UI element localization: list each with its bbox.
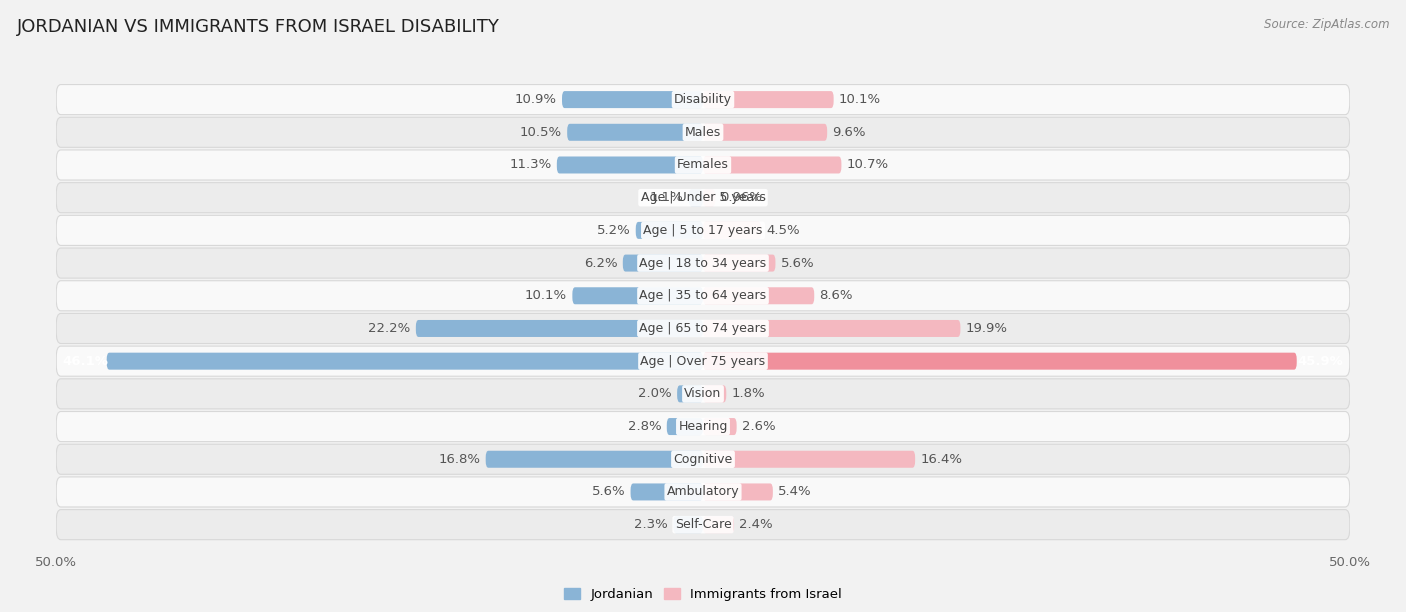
Text: Disability: Disability [673, 93, 733, 106]
FancyBboxPatch shape [673, 516, 703, 533]
FancyBboxPatch shape [416, 320, 703, 337]
FancyBboxPatch shape [666, 418, 703, 435]
Text: 10.9%: 10.9% [515, 93, 557, 106]
Text: Males: Males [685, 126, 721, 139]
FancyBboxPatch shape [567, 124, 703, 141]
Text: Cognitive: Cognitive [673, 453, 733, 466]
FancyBboxPatch shape [485, 451, 703, 468]
Text: 16.4%: 16.4% [921, 453, 962, 466]
Text: Hearing: Hearing [678, 420, 728, 433]
Text: 22.2%: 22.2% [368, 322, 411, 335]
FancyBboxPatch shape [56, 182, 1350, 213]
Text: 10.7%: 10.7% [846, 159, 889, 171]
FancyBboxPatch shape [703, 386, 727, 402]
FancyBboxPatch shape [56, 346, 1350, 376]
Text: Age | 35 to 64 years: Age | 35 to 64 years [640, 289, 766, 302]
FancyBboxPatch shape [56, 215, 1350, 245]
Text: 9.6%: 9.6% [832, 126, 866, 139]
FancyBboxPatch shape [703, 516, 734, 533]
Text: Age | 5 to 17 years: Age | 5 to 17 years [644, 224, 762, 237]
FancyBboxPatch shape [56, 444, 1350, 474]
Text: 5.6%: 5.6% [780, 256, 814, 269]
Text: 45.9%: 45.9% [1298, 355, 1343, 368]
FancyBboxPatch shape [56, 84, 1350, 114]
Text: 6.2%: 6.2% [583, 256, 617, 269]
Text: Age | Over 75 years: Age | Over 75 years [641, 355, 765, 368]
FancyBboxPatch shape [636, 222, 703, 239]
FancyBboxPatch shape [107, 353, 703, 370]
Text: 11.3%: 11.3% [509, 159, 551, 171]
FancyBboxPatch shape [703, 91, 834, 108]
FancyBboxPatch shape [689, 189, 703, 206]
Text: 1.8%: 1.8% [731, 387, 765, 400]
FancyBboxPatch shape [562, 91, 703, 108]
FancyBboxPatch shape [623, 255, 703, 272]
FancyBboxPatch shape [572, 287, 703, 304]
Text: Self-Care: Self-Care [675, 518, 731, 531]
FancyBboxPatch shape [56, 248, 1350, 278]
Text: 1.1%: 1.1% [650, 191, 683, 204]
Text: JORDANIAN VS IMMIGRANTS FROM ISRAEL DISABILITY: JORDANIAN VS IMMIGRANTS FROM ISRAEL DISA… [17, 18, 499, 36]
FancyBboxPatch shape [56, 510, 1350, 540]
FancyBboxPatch shape [703, 451, 915, 468]
Text: Females: Females [678, 159, 728, 171]
FancyBboxPatch shape [703, 255, 776, 272]
FancyBboxPatch shape [703, 124, 827, 141]
Text: 2.3%: 2.3% [634, 518, 668, 531]
Text: 2.0%: 2.0% [638, 387, 672, 400]
Text: 5.6%: 5.6% [592, 485, 626, 498]
FancyBboxPatch shape [56, 379, 1350, 409]
Text: 5.4%: 5.4% [778, 485, 811, 498]
FancyBboxPatch shape [703, 353, 1296, 370]
Text: Source: ZipAtlas.com: Source: ZipAtlas.com [1264, 18, 1389, 31]
Text: 16.8%: 16.8% [439, 453, 481, 466]
FancyBboxPatch shape [56, 313, 1350, 343]
Text: 5.2%: 5.2% [596, 224, 630, 237]
FancyBboxPatch shape [678, 386, 703, 402]
FancyBboxPatch shape [630, 483, 703, 501]
Text: 10.1%: 10.1% [839, 93, 882, 106]
Legend: Jordanian, Immigrants from Israel: Jordanian, Immigrants from Israel [558, 583, 848, 606]
Text: 10.5%: 10.5% [520, 126, 562, 139]
Text: 46.1%: 46.1% [63, 355, 108, 368]
Text: 4.5%: 4.5% [766, 224, 800, 237]
FancyBboxPatch shape [56, 118, 1350, 147]
Text: Age | Under 5 years: Age | Under 5 years [641, 191, 765, 204]
Text: Age | 18 to 34 years: Age | 18 to 34 years [640, 256, 766, 269]
FancyBboxPatch shape [703, 483, 773, 501]
Text: 2.4%: 2.4% [740, 518, 773, 531]
Text: 0.96%: 0.96% [721, 191, 762, 204]
FancyBboxPatch shape [56, 150, 1350, 180]
FancyBboxPatch shape [56, 281, 1350, 311]
FancyBboxPatch shape [56, 477, 1350, 507]
FancyBboxPatch shape [703, 287, 814, 304]
FancyBboxPatch shape [703, 222, 761, 239]
Text: Age | 65 to 74 years: Age | 65 to 74 years [640, 322, 766, 335]
Text: Ambulatory: Ambulatory [666, 485, 740, 498]
Text: Vision: Vision [685, 387, 721, 400]
Text: 8.6%: 8.6% [820, 289, 853, 302]
FancyBboxPatch shape [557, 157, 703, 173]
FancyBboxPatch shape [703, 189, 716, 206]
Text: 19.9%: 19.9% [966, 322, 1008, 335]
Text: 2.6%: 2.6% [742, 420, 776, 433]
Text: 10.1%: 10.1% [524, 289, 567, 302]
FancyBboxPatch shape [703, 418, 737, 435]
FancyBboxPatch shape [703, 320, 960, 337]
FancyBboxPatch shape [703, 157, 841, 173]
Text: 2.8%: 2.8% [628, 420, 662, 433]
FancyBboxPatch shape [56, 411, 1350, 442]
